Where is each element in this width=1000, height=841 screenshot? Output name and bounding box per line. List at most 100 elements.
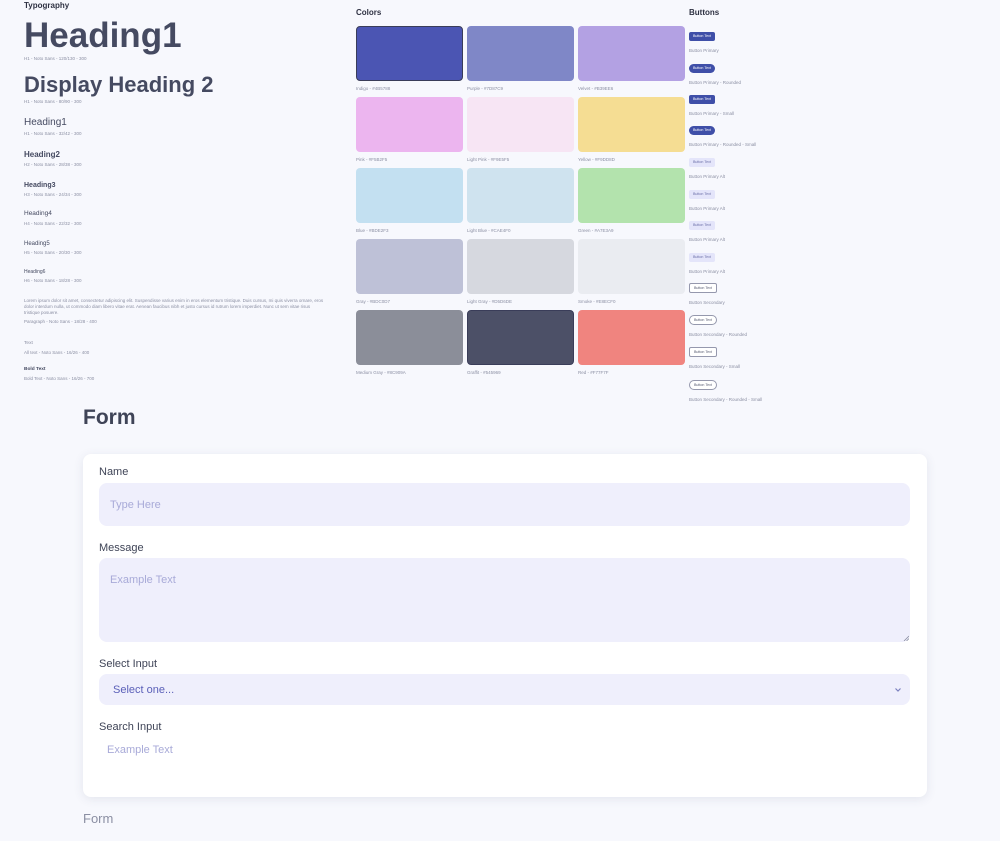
heading2-sample: Heading2 H2 - Noto Sans - 28/38 - 300 [24,150,82,168]
color-swatch-box [356,168,463,223]
typography-title: Typography [24,1,70,10]
chevron-down-icon [895,687,901,692]
button-sample: Button Text Button Secondary - Rounded [689,308,747,337]
text-sample: Text All text - Noto Sans - 16/26 - 400 [24,341,90,355]
color-swatch: Light Pink - #F9E5F5 [467,97,574,162]
button-caption: Button Secondary - Rounded [689,332,748,337]
sample-button[interactable]: Button Text [689,221,715,230]
color-swatch: Red - #F77F7F [578,310,685,375]
color-swatch: Gray - #BDC0D7 [356,239,463,304]
button-caption: Button Primary - Rounded [689,80,742,85]
paragraph-sample: Lorem ipsum dolor sit amet, consectetur … [24,298,324,324]
heading6-sample: Heading6 H6 - Noto Sans - 18/28 - 300 [24,269,82,284]
color-swatch: Light Blue - #CAE4F0 [467,168,574,233]
select-input[interactable]: Select one... [99,674,910,705]
buttons-title: Buttons [689,8,720,17]
button-caption: Button Secondary [689,300,725,305]
sample-button[interactable]: Button Text [689,253,715,262]
heading1-sample: Heading1 H1 - Noto Sans - 32/42 - 300 [24,117,82,137]
sample-button[interactable]: Button Text [689,380,717,390]
sample-button[interactable]: Button Text [689,95,715,104]
button-caption: Button Primary Alt [689,237,726,242]
heading5-sample: Heading5 H5 - Noto Sans - 20/30 - 300 [24,241,82,255]
color-swatch-label: Gray - #BDC0D7 [356,299,391,304]
heading3-sample: Heading3 H3 - Noto Sans - 24/34 - 300 [24,182,82,197]
color-swatch-box [467,239,574,294]
button-sample: Button Text Button Primary - Rounded - Sm… [689,118,756,147]
color-swatch-box [467,97,574,152]
bold-text-sample: Bold Text Bold Text - Noto Sans - 16/26 … [24,367,95,381]
button-sample: Button Text Button Secondary - Small [689,340,740,369]
button-sample: Button Text Button Secondary [689,276,725,305]
sample-button[interactable]: Button Text [689,126,715,135]
button-sample: Button Text Button Primary Alt [689,245,725,274]
sample-button[interactable]: Button Text [689,283,717,293]
button-sample: Button Text Button Primary - Rounded [689,56,741,85]
button-sample: Button Text Button Primary [689,24,719,53]
search-input[interactable]: Example Text [107,744,173,756]
colors-title: Colors [356,8,382,17]
form-heading: Form [83,406,136,429]
color-swatch-box [578,310,685,365]
color-swatch-label: Purple - #7D87C9 [467,86,504,91]
color-swatch-label: Green - #A7E3A9 [578,228,614,233]
message-label: Message [99,542,144,554]
button-caption: Button Secondary - Rounded - Small [689,397,763,402]
button-caption: Button Primary - Rounded - Small [689,142,757,147]
button-sample: Button Text Button Primary - Small [689,87,734,116]
color-swatch-label: Indigo - #4B5788 [356,86,391,91]
color-swatch-label: Light Gray - #D5D6DE [467,299,513,304]
color-swatch-label: Graffit - #545969 [467,370,501,375]
color-swatch-label: Red - #F77F7F [578,370,609,375]
color-swatch-label: Pink - #F5B2F5 [356,157,388,162]
color-swatch-box [356,97,463,152]
color-swatch-box [578,26,685,81]
color-swatch: Green - #A7E3A9 [578,168,685,233]
display-heading-2: Display Heading 2 H1 - Noto Sans - 80/90… [24,72,214,105]
color-swatch-box [578,97,685,152]
color-swatch-box [356,26,463,81]
name-label: Name [99,466,129,478]
color-swatch: Blue - #BDE2F3 [356,168,463,233]
color-swatch-box [578,168,685,223]
sample-button[interactable]: Button Text [689,315,717,325]
button-sample: Button Text Button Primary Alt [689,150,725,179]
color-swatch-label: Light Pink - #F9E5F5 [467,157,510,162]
color-swatch-box [467,26,574,81]
message-textarea[interactable]: Example Text [99,558,910,642]
color-swatch: Yellow - #F9DD8D [578,97,685,162]
button-sample: Button Text Button Secondary - Rounded - … [689,373,762,402]
button-caption: Button Primary [689,48,719,53]
color-swatch-box [467,310,574,365]
color-swatch-label: Yellow - #F9DD8D [578,157,615,162]
name-input[interactable]: Type Here [99,483,910,526]
color-swatch: Smoke - #E8ECF0 [578,239,685,304]
color-swatch: Graffit - #545969 [467,310,574,375]
color-swatch-label: Blue - #BDE2F3 [356,228,389,233]
button-sample: Button Text Button Primary Alt [689,182,725,211]
color-swatch: Velvet - #B39EE6 [578,26,685,91]
button-caption: Button Primary Alt [689,174,726,179]
sample-button[interactable]: Button Text [689,158,715,167]
color-swatch-box [356,239,463,294]
name-input-placeholder: Type Here [110,498,161,511]
color-swatch-label: Light Blue - #CAE4F0 [467,228,511,233]
message-textarea-placeholder: Example Text [110,574,176,586]
search-label: Search Input [99,721,162,733]
sample-button[interactable]: Button Text [689,64,715,73]
form-card: Name Type Here Message Example Text Sele… [83,454,927,797]
select-label: Select Input [99,658,158,670]
heading4-sample: Heading4 H4 - Noto Sans - 22/32 - 300 [24,210,82,226]
color-swatch: Indigo - #4B5788 [356,26,463,91]
sample-button[interactable]: Button Text [689,190,715,199]
button-caption: Button Primary - Small [689,111,735,116]
resize-handle-icon[interactable] [903,635,909,641]
sample-button[interactable]: Button Text [689,347,717,357]
form-footer-label: Form [83,811,114,826]
select-input-value: Select one... [113,683,175,696]
button-sample: Button Text Button Primary Alt [689,213,725,242]
sample-button[interactable]: Button Text [689,32,715,41]
color-swatch-label: Medium Gray - #8C909A [356,370,406,375]
color-swatch-label: Smoke - #E8ECF0 [578,299,616,304]
color-swatch-box [467,168,574,223]
